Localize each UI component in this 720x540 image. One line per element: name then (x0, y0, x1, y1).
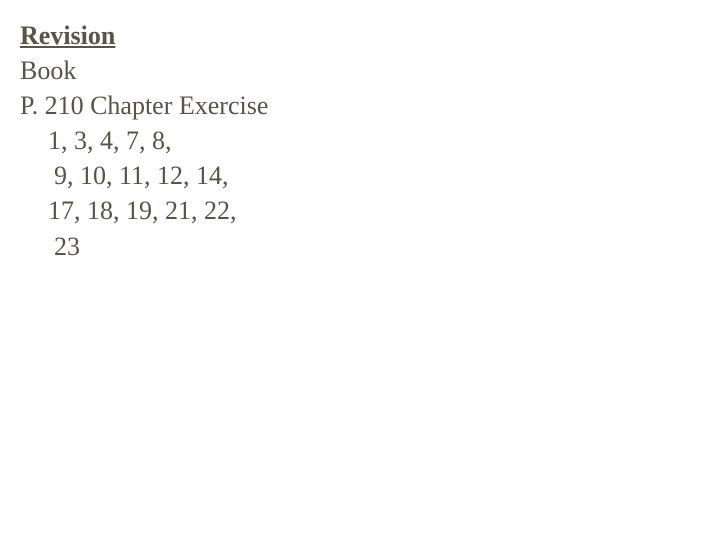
document-heading: Revision (20, 18, 700, 53)
document-line-exercises-2: 9, 10, 11, 12, 14, (20, 158, 700, 193)
document-line-page-chapter: P. 210 Chapter Exercise (20, 88, 700, 123)
document-line-book: Book (20, 53, 700, 88)
document-line-exercises-3: 17, 18, 19, 21, 22, (20, 193, 700, 228)
document-line-exercises-1: 1, 3, 4, 7, 8, (20, 123, 700, 158)
document-line-exercises-4: 23 (20, 229, 700, 264)
